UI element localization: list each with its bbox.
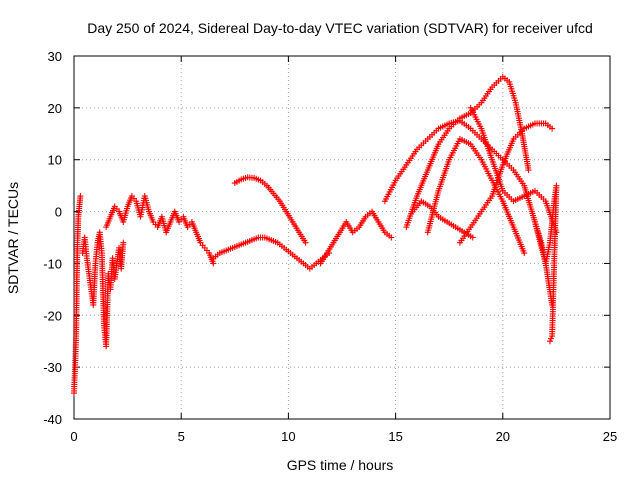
series-trace-12 [467, 104, 560, 236]
plot-frame [73, 55, 611, 420]
data-point [548, 335, 555, 342]
x-axis-label: GPS time / hours [287, 457, 394, 473]
series-trace-9 [409, 198, 476, 241]
series-trace-2 [79, 229, 127, 350]
grid-lines [74, 56, 610, 419]
y-tick-label: -10 [43, 256, 62, 271]
y-axis-label: SDTVAR / TECUs [5, 182, 21, 294]
data-point [549, 125, 556, 132]
series-trace-8 [403, 73, 532, 231]
series-trace-7 [381, 117, 556, 308]
series-trace-10 [424, 135, 528, 257]
data-point [521, 250, 528, 257]
x-tick-label: 5 [178, 429, 185, 444]
data-point [120, 239, 127, 246]
series-trace-5 [231, 174, 309, 246]
data-point [525, 167, 532, 174]
y-tick-label: -30 [43, 360, 62, 375]
series-trace-1 [71, 193, 84, 397]
x-tick-label: 10 [281, 429, 295, 444]
data-point [388, 234, 395, 241]
x-tick-label: 15 [388, 429, 402, 444]
data-point [546, 338, 553, 345]
y-tick-label: -20 [43, 308, 62, 323]
series-trace-4 [210, 234, 333, 272]
data-point [210, 260, 217, 267]
y-tick-label: 10 [48, 153, 62, 168]
data-point [77, 193, 84, 200]
series-trace-11 [456, 120, 556, 246]
y-tick-label: -40 [43, 412, 62, 427]
x-tick-label: 25 [603, 429, 617, 444]
data-point [549, 333, 556, 340]
series-trace-3 [103, 193, 217, 267]
x-tick-label: 0 [70, 429, 77, 444]
data-point [469, 234, 476, 241]
y-tick-label: 20 [48, 101, 62, 116]
series-trace-6 [317, 208, 395, 267]
data-point [302, 239, 309, 246]
series-trace-13 [531, 182, 560, 345]
y-tick-label: 30 [48, 49, 62, 64]
data-points [71, 73, 560, 397]
y-tick-label: 0 [55, 205, 62, 220]
x-tick-label: 20 [496, 429, 510, 444]
chart-title: Day 250 of 2024, Sidereal Day-to-day VTE… [87, 20, 593, 36]
